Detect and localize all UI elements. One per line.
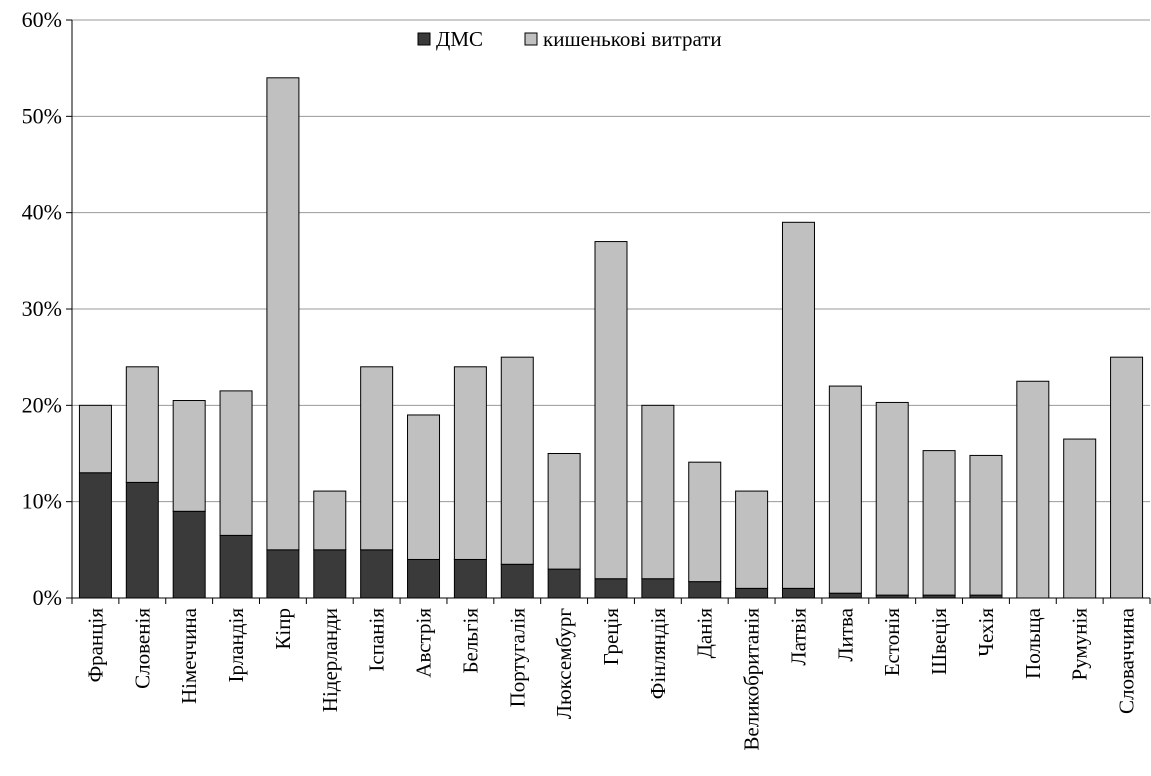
x-category-label: Румунія	[1068, 608, 1092, 681]
x-category-label: Словаччина	[1115, 607, 1139, 714]
bar-dms	[172, 510, 206, 599]
bar-out-of-pocket	[828, 385, 862, 594]
bar-out-of-pocket	[125, 366, 159, 483]
bar-dms	[594, 578, 628, 599]
bar-dms	[781, 587, 815, 599]
x-category-label: Словенія	[130, 608, 154, 689]
x-category-label: Литва	[833, 607, 857, 661]
bar-out-of-pocket	[219, 390, 253, 536]
bar-out-of-pocket	[313, 490, 347, 551]
legend-background	[405, 22, 755, 60]
legend-swatch-out-of-pocket	[524, 32, 538, 46]
bar-out-of-pocket	[922, 450, 956, 596]
x-category-label: Іспанія	[365, 608, 389, 672]
x-category-label: Чехія	[974, 608, 998, 657]
bar-out-of-pocket	[735, 490, 769, 589]
bar-out-of-pocket	[1016, 380, 1050, 599]
x-category-label: Швеція	[927, 608, 951, 675]
legend-swatch-dms	[417, 32, 431, 46]
bar-out-of-pocket	[594, 241, 628, 580]
x-category-label: Греція	[599, 608, 623, 666]
legend-label-out-of-pocket: кишенькові витрати	[543, 27, 722, 51]
bar-dms	[547, 568, 581, 599]
x-category-label: Австрія	[412, 608, 436, 678]
legend-label-dms: ДМС	[436, 27, 483, 51]
axis-labels: 0% 10% 20% 30% 40% 50% 60% Франція Словенія Німеч…	[22, 7, 1139, 751]
x-category-label: Франція	[83, 608, 107, 683]
bar-out-of-pocket	[781, 221, 815, 589]
bar-dms	[266, 549, 300, 599]
bar-out-of-pocket	[453, 366, 487, 560]
y-tick-label: 30%	[22, 296, 62, 321]
x-category-label: Польща	[1021, 607, 1045, 679]
bar-dms	[125, 481, 159, 599]
bar-dms	[688, 581, 722, 599]
bar-dms	[360, 549, 394, 599]
y-tick-label: 60%	[22, 7, 62, 32]
bar-out-of-pocket	[360, 366, 394, 551]
x-category-label: Ірландія	[224, 608, 248, 683]
x-category-label: Португалія	[505, 608, 529, 708]
axes	[66, 19, 1151, 604]
y-tick-label: 0%	[33, 585, 62, 610]
y-tick-label: 40%	[22, 200, 62, 225]
x-category-label: Бельгія	[458, 608, 482, 674]
y-tick-label: 20%	[22, 392, 62, 417]
bar-out-of-pocket	[1063, 438, 1097, 599]
x-category-label: Кіпр	[271, 608, 295, 650]
bar-out-of-pocket	[547, 453, 581, 570]
bar-dms	[407, 558, 441, 599]
bar-dms	[641, 578, 675, 599]
bar-dms	[500, 563, 534, 599]
bar-out-of-pocket	[500, 356, 534, 565]
x-category-label: Естонія	[880, 608, 904, 677]
bar-dms	[313, 549, 347, 599]
bar-out-of-pocket	[688, 461, 722, 583]
bar-out-of-pocket	[875, 401, 909, 596]
bar-out-of-pocket	[969, 454, 1003, 596]
y-tick-label: 10%	[22, 489, 62, 514]
x-category-label: Нідерланди	[318, 608, 342, 712]
bar-out-of-pocket	[266, 77, 300, 551]
bar-dms	[453, 558, 487, 599]
bar-out-of-pocket	[407, 414, 441, 560]
bar-out-of-pocket	[78, 404, 112, 474]
bar-out-of-pocket	[641, 404, 675, 580]
bar-dms	[219, 534, 253, 599]
bar-out-of-pocket	[1110, 356, 1144, 599]
x-category-label: Латвія	[786, 608, 810, 666]
x-category-label: Німеччина	[177, 607, 201, 704]
bars	[78, 77, 1144, 599]
y-tick-label: 50%	[22, 103, 62, 128]
x-category-label: Фінляндія	[646, 608, 670, 700]
bar-dms	[735, 587, 769, 599]
x-category-label: Великобританія	[740, 608, 764, 751]
bar-out-of-pocket	[172, 400, 206, 512]
x-category-label: Данія	[693, 608, 717, 659]
bar-dms	[78, 472, 112, 599]
legend: ДМС кишенькові витрати	[405, 22, 755, 60]
x-category-label: Люксембург	[552, 608, 576, 720]
bar-dms	[828, 592, 862, 599]
